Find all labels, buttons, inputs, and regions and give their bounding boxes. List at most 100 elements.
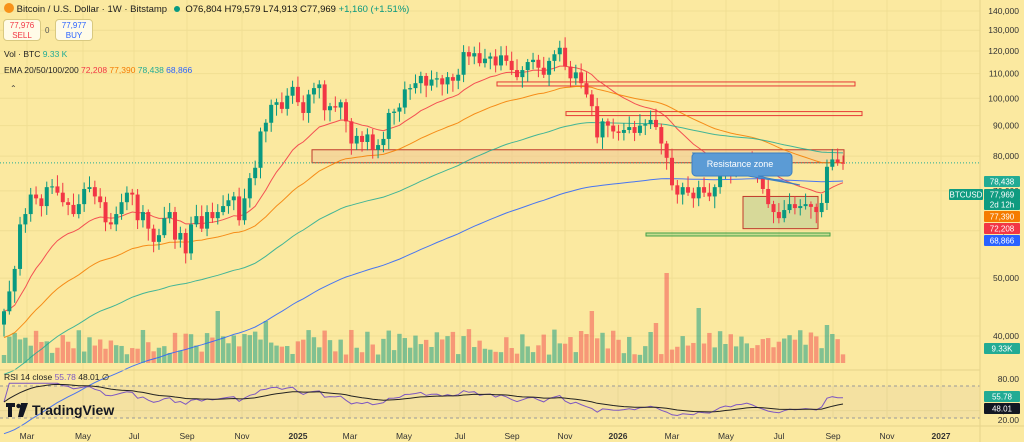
collapse-legend-icon[interactable]: ⌃ <box>10 84 17 93</box>
volume-label: Vol · BTC <box>4 49 41 59</box>
tradingview-logo[interactable]: TradingView <box>6 402 114 418</box>
candle-body <box>173 212 178 240</box>
price-tick-label: 130,000 <box>988 25 1019 35</box>
candle-body <box>210 212 215 219</box>
volume-bar <box>493 351 498 363</box>
ema20-badge: 72,208 <box>990 225 1015 234</box>
volume-bar <box>611 330 616 363</box>
volume-bar <box>525 346 530 363</box>
volume-bar <box>247 335 253 363</box>
candle-body <box>803 204 808 207</box>
ema50-badge: 77,390 <box>990 213 1015 222</box>
candle-body <box>135 194 140 221</box>
candle-body <box>386 112 391 139</box>
candle-body <box>766 188 771 205</box>
candle-body <box>605 121 610 126</box>
volume-bar <box>370 344 375 363</box>
volume-bar <box>798 330 803 363</box>
candle-body <box>39 198 44 207</box>
volume-bar <box>167 352 172 363</box>
close-value: C77,969 <box>300 4 336 15</box>
candle-body <box>525 62 530 71</box>
price-tick-label: 80,000 <box>993 151 1019 161</box>
candle-body <box>189 224 194 254</box>
buy-button[interactable]: 77,977 BUY <box>55 19 93 41</box>
candle-body <box>557 47 562 55</box>
rsi-pane <box>0 382 980 419</box>
volume-bar <box>594 338 600 363</box>
time-tick-label: Nov <box>557 431 573 441</box>
buy-label: BUY <box>65 31 83 40</box>
candle-body <box>231 196 236 201</box>
candle-body <box>595 106 600 138</box>
volume-badge: 9.33K <box>992 345 1014 354</box>
volume-bar <box>183 333 188 363</box>
candle-body <box>461 52 466 75</box>
ema100-value: 78,438 <box>137 65 164 75</box>
candle-body <box>621 129 626 133</box>
volume-bar <box>445 336 450 363</box>
candle-body <box>242 198 247 221</box>
volume-bar <box>231 335 236 363</box>
rsi-label: RSI 14 close <box>4 372 53 382</box>
rsi-tick-label: 20.00 <box>998 415 1020 425</box>
candle-body <box>18 224 23 269</box>
countdown-badge-bg <box>984 199 1020 210</box>
candle-body <box>311 88 316 95</box>
resistance-callout: Resistance zone <box>691 152 801 186</box>
volume-bar <box>482 348 488 363</box>
volume-bar <box>413 335 418 363</box>
volume-bar <box>354 347 359 363</box>
candle-body <box>792 204 797 209</box>
volume-bar <box>252 331 258 363</box>
sell-button[interactable]: 77,976 SELL <box>3 19 41 41</box>
volume-bar <box>814 336 819 363</box>
volume-value: 9.33 K <box>42 49 68 59</box>
volume-bars <box>1 273 846 363</box>
candle-body <box>611 125 616 132</box>
ema200-badge: 68,866 <box>990 237 1015 246</box>
callout-label: Resistance zone <box>707 159 774 169</box>
volume-bar <box>680 336 685 363</box>
candle-body <box>397 107 402 112</box>
candle-body <box>669 157 674 186</box>
rsi-line <box>3 382 843 417</box>
symbol-badge-bg <box>949 189 983 200</box>
candle-body <box>664 143 669 158</box>
candle-body <box>274 102 279 105</box>
candle-body <box>819 202 824 213</box>
candle-body <box>498 55 503 66</box>
candle-body <box>718 174 723 188</box>
time-tick-label: 2027 <box>932 431 951 441</box>
volume-bar <box>338 339 343 363</box>
candle-body <box>531 59 536 63</box>
volume-bar <box>824 325 830 363</box>
candle-body <box>408 88 413 90</box>
rsi-legend[interactable]: RSI 14 close 55.78 48.01 ∅ <box>4 372 109 383</box>
time-tick-label: Jul <box>129 431 140 441</box>
candle-body <box>402 89 407 108</box>
candle-body <box>50 186 55 188</box>
volume-bar <box>760 339 766 363</box>
volume-bar <box>787 335 792 363</box>
volume-bar <box>840 354 846 363</box>
candle-body <box>60 192 65 203</box>
volume-bar <box>156 347 162 363</box>
volume-legend[interactable]: Vol · BTC 9.33 K <box>4 49 67 59</box>
price-tick-label: 100,000 <box>988 93 1019 103</box>
candle-body <box>269 104 274 123</box>
volume-bar <box>605 348 611 363</box>
symbol-title[interactable]: Bitcoin / U.S. Dollar · 1W · Bitstamp <box>16 4 168 15</box>
candle-body <box>194 216 199 225</box>
ema20-value: 72,208 <box>81 65 108 75</box>
volume-bar <box>514 353 520 363</box>
candle-body <box>370 134 375 150</box>
volume-bar <box>60 335 65 363</box>
rsi-badge-bg <box>984 391 1020 402</box>
ema-legend[interactable]: EMA 20/50/100/200 72,208 77,390 78,438 6… <box>4 65 192 75</box>
candle-body <box>87 187 92 189</box>
candle-body <box>760 178 765 189</box>
candle-body <box>686 187 691 193</box>
